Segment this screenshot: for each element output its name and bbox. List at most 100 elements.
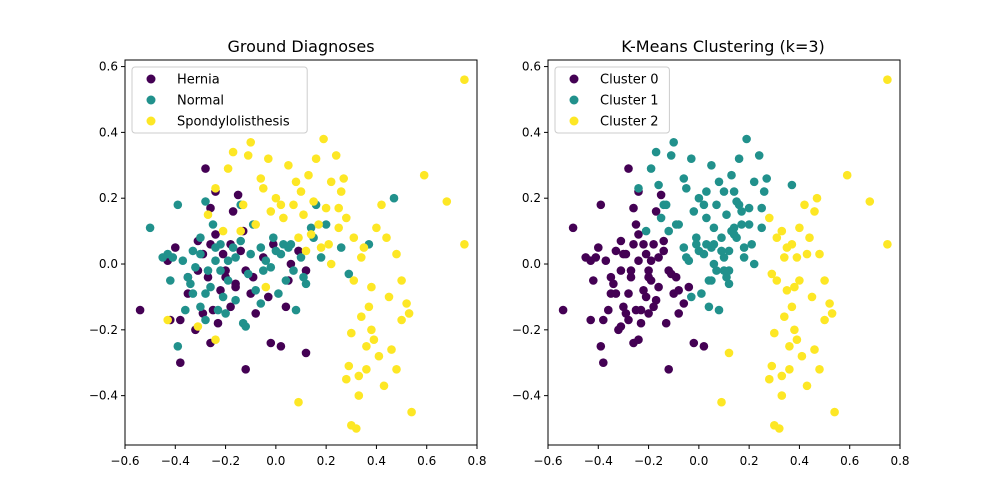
right-point-2-7 xyxy=(820,315,829,325)
left-point-1-8 xyxy=(196,302,205,312)
left-point-0-18 xyxy=(266,338,276,348)
left-point-1-67 xyxy=(256,299,266,308)
left-point-0-49 xyxy=(228,207,238,216)
right-point-1-28 xyxy=(714,177,724,187)
right-point-0-24 xyxy=(634,335,643,345)
left-point-1-47 xyxy=(223,276,233,285)
left-point-1-12 xyxy=(216,266,225,275)
right-point-2-14 xyxy=(805,233,814,242)
left-point-0-20 xyxy=(301,348,311,358)
right-point-1-77 xyxy=(654,180,663,190)
left-point-2-43 xyxy=(382,233,391,242)
left-point-0-44 xyxy=(281,302,291,312)
right-point-1-25 xyxy=(709,240,719,249)
right-point-2-15 xyxy=(802,381,812,391)
right-point-1-59 xyxy=(717,246,726,256)
right-point-0-7 xyxy=(599,358,608,368)
right-point-0-62 xyxy=(636,318,646,328)
left-point-2-17 xyxy=(326,177,336,187)
right-point-0-14 xyxy=(616,236,626,246)
right-xtick-label-2: −0.2 xyxy=(634,454,663,468)
left-point-2-16 xyxy=(336,187,346,196)
right-point-1-67 xyxy=(747,240,756,249)
right-xtick-label-5: 0.4 xyxy=(790,454,809,468)
right-point-1-69 xyxy=(757,223,766,233)
left-point-2-78 xyxy=(294,233,303,242)
left-point-2-59 xyxy=(276,200,286,210)
left-point-2-44 xyxy=(392,365,401,374)
left-point-2-39 xyxy=(349,276,359,285)
left-xtick-label-4: 0.2 xyxy=(317,454,336,468)
left-point-2-69 xyxy=(379,381,389,391)
right-ytick-label-1: 0.4 xyxy=(522,125,541,139)
left-point-1-6 xyxy=(186,279,195,289)
right-xtick-label-0: −0.6 xyxy=(533,454,562,468)
right-point-1-58 xyxy=(709,259,719,269)
right-point-1-18 xyxy=(697,289,706,298)
left-point-0-4 xyxy=(198,309,208,318)
right-point-0-52 xyxy=(641,249,651,259)
right-xtick-label-3: 0.0 xyxy=(689,454,708,468)
left-point-2-56 xyxy=(299,210,308,219)
right-point-0-41 xyxy=(674,309,683,318)
left-point-2-52 xyxy=(331,151,341,160)
left-point-1-33 xyxy=(389,193,399,203)
right-panel: K-Means Clustering (k=3) −0.6 −0.4 −0.2 0.0… xyxy=(512,37,910,468)
left-ytick-label-3: 0.0 xyxy=(99,257,118,271)
left-point-1-13 xyxy=(223,256,233,266)
right-point-1-41 xyxy=(732,233,741,242)
left-legend-marker-0 xyxy=(146,74,156,84)
left-point-0-45 xyxy=(269,240,278,249)
right-legend-marker-2 xyxy=(569,116,579,126)
right-point-0-18 xyxy=(624,289,633,298)
right-point-2-13 xyxy=(807,292,817,302)
right-point-2-4 xyxy=(830,407,839,417)
left-point-2-65 xyxy=(223,164,233,173)
right-ytick-label-4: −0.2 xyxy=(512,323,541,337)
right-point-0-34 xyxy=(654,253,663,262)
right-point-1-29 xyxy=(714,305,724,315)
left-point-2-7 xyxy=(397,315,406,325)
right-point-2-33 xyxy=(772,276,782,285)
right-point-1-46 xyxy=(742,134,751,144)
right-point-0-63 xyxy=(646,256,656,266)
left-point-1-16 xyxy=(243,269,253,279)
right-point-1-65 xyxy=(727,226,736,236)
right-legend-label-1: Cluster 1 xyxy=(600,94,659,109)
right-point-0-51 xyxy=(634,230,643,239)
left-point-2-66 xyxy=(349,233,359,242)
left-point-1-7 xyxy=(188,289,198,298)
right-point-1-62 xyxy=(687,292,696,302)
right-point-1-7 xyxy=(669,138,678,147)
right-point-1-33 xyxy=(722,210,731,219)
left-point-1-44 xyxy=(183,272,193,282)
left-point-2-53 xyxy=(321,203,331,213)
left-xtick-label-0: −0.6 xyxy=(110,454,139,468)
left-point-2-71 xyxy=(344,361,354,371)
right-point-0-19 xyxy=(626,272,636,282)
left-point-0-21 xyxy=(241,365,250,374)
left-point-2-41 xyxy=(367,325,376,335)
right-point-2-45 xyxy=(777,226,787,236)
right-point-0-57 xyxy=(631,220,641,229)
right-panel-title: K-Means Clustering (k=3) xyxy=(621,37,825,56)
right-point-0-48 xyxy=(586,256,595,266)
left-point-1-59 xyxy=(191,263,200,272)
right-point-2-30 xyxy=(777,391,787,400)
right-point-2-32 xyxy=(772,233,782,242)
left-point-1-14 xyxy=(231,295,240,305)
right-point-1-37 xyxy=(727,170,736,180)
left-xtick-label-1: −0.4 xyxy=(161,454,190,468)
right-point-0-0 xyxy=(558,305,568,315)
left-point-2-47 xyxy=(372,223,381,233)
left-point-2-75 xyxy=(324,240,334,249)
left-point-0-0 xyxy=(135,305,145,315)
left-point-2-63 xyxy=(243,151,253,160)
left-point-0-30 xyxy=(206,203,215,213)
right-point-2-39 xyxy=(765,374,774,384)
right-point-0-59 xyxy=(599,315,608,325)
left-point-2-49 xyxy=(357,312,366,322)
right-point-0-5 xyxy=(596,200,606,210)
left-point-1-26 xyxy=(301,279,311,289)
right-point-1-16 xyxy=(694,193,704,203)
